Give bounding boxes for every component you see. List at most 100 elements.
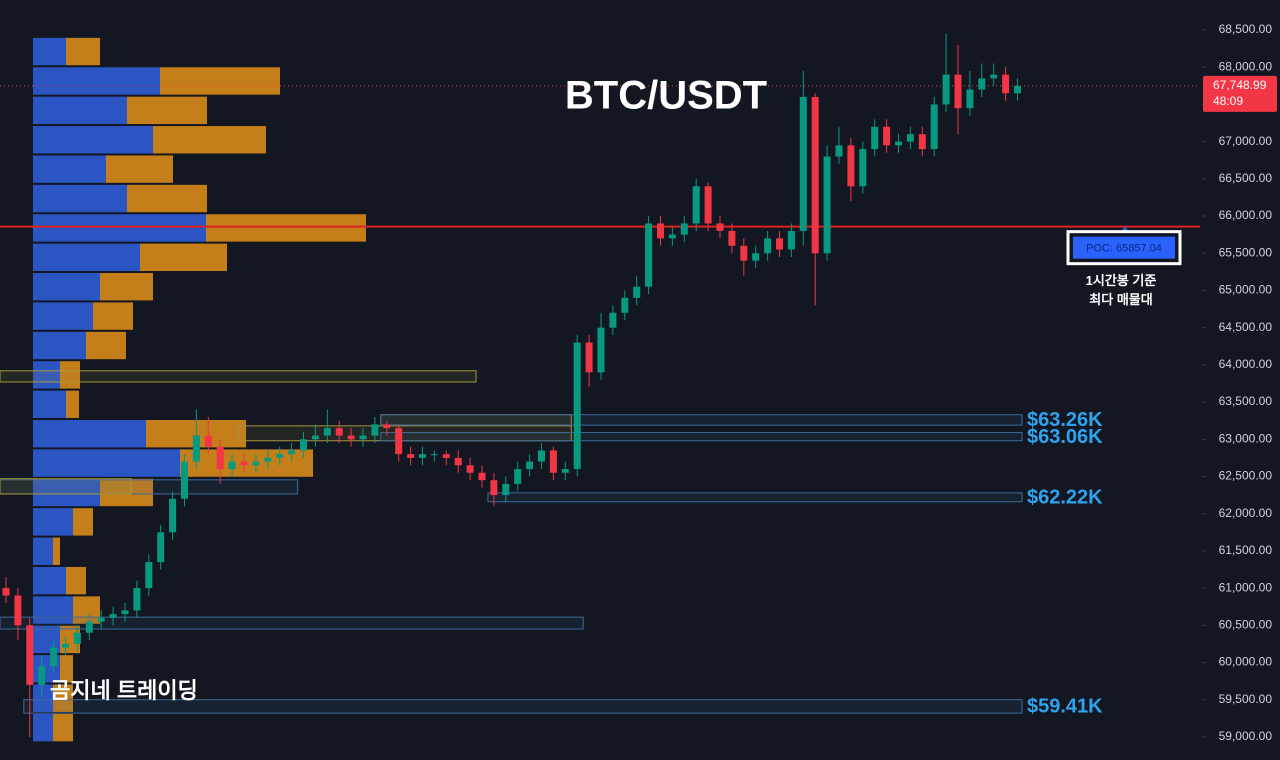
zone-box [0,478,132,495]
last-price-label: 67,748.99 [1213,78,1267,92]
profile-buy-bar [33,596,73,624]
candle-body [395,428,403,455]
watermark: 곰지네 트레이딩 [50,678,198,703]
profile-buy-bar [33,361,60,389]
profile-buy-bar [33,96,127,125]
chart-title: BTC/USDT [565,74,767,118]
candle-body [538,450,545,462]
candle-body [216,446,224,470]
candle-body [740,245,748,261]
candle-body [228,461,236,470]
candle-body [288,450,296,455]
poc-note: 최다 매물대 [1089,292,1152,307]
candle-body [1002,74,1010,94]
candle-body [954,74,962,109]
profile-sell-bar [100,478,153,507]
candle-body [454,457,462,466]
last-price-tag [1203,75,1277,112]
candle-body [883,126,891,146]
candle-body [300,439,307,451]
candle-body [359,435,367,440]
candle-body [169,498,177,533]
candle-body [585,342,593,373]
candle-body [371,424,379,436]
candle-body [835,145,843,157]
profile-buy-bar [33,390,66,418]
candle-body [276,454,284,458]
candle-body [633,286,641,298]
zone-box [487,492,1023,503]
candle-body [442,454,450,458]
candle-body [716,223,724,231]
zone-label: $62.22K [1027,487,1103,509]
profile-sell-bar [140,243,227,272]
y-tick-label: 64,000.00 [1219,357,1273,371]
candle-body [680,223,688,235]
candle-body [14,595,22,626]
zone-box [0,479,299,495]
candle-body [526,461,534,470]
profile-sell-bar [73,596,100,624]
candle-body [62,643,69,648]
profile-sell-bar [60,655,73,683]
profile-buy-bar [33,37,66,66]
candle-body [704,186,712,224]
candle-body [109,614,117,618]
candle-body [2,588,10,596]
candle-body [85,621,93,633]
profile-buy-bar [33,155,106,183]
profile-buy-bar [33,273,100,301]
profile-sell-bar [66,37,100,66]
profile-buy-bar [33,302,93,330]
profile-buy-bar [33,449,180,477]
poc-label-box [1073,236,1175,259]
candle-body [514,469,522,484]
candle-body [26,625,34,685]
candle-body [240,461,248,466]
candle-body [776,238,783,250]
poc-note: 1시간봉 기준 [1086,273,1157,288]
candle-body [859,149,867,187]
candle-body [895,141,902,146]
zones: $63.26K$63.06K $62.22K $59.41K [0,370,1103,718]
zone-box [0,616,584,630]
candle-body [728,230,736,246]
profile-buy-bar [33,331,86,360]
zone-box [380,432,1023,442]
candle-body [668,234,676,239]
candle-body [692,186,700,224]
candle-body [787,230,795,250]
candle-body [918,134,926,150]
profile-sell-bar [73,508,93,536]
profile-sell-bar [206,214,366,242]
profile-buy-bar [33,566,66,595]
profile-sell-bar [86,331,126,360]
candle-body [311,435,319,440]
candle-body [657,223,664,239]
candle-body [764,238,772,254]
profile-buy-bar [33,67,160,95]
candle-body [407,454,415,458]
candle-body [561,469,569,473]
profile-sell-bar [100,273,153,301]
y-tick-label: 59,500.00 [1219,692,1273,706]
candle-body [252,461,260,466]
candle-body [73,632,81,644]
candle-body [347,435,355,440]
candle-body [549,450,557,473]
y-tick-label: 64,500.00 [1219,320,1273,334]
candle-body [383,424,391,429]
candle-body [645,223,653,287]
y-tick-label: 66,000.00 [1219,208,1273,222]
profile-buy-bar [33,126,153,154]
candle-body [478,472,486,481]
candle-body [121,610,129,615]
zone-box [0,370,477,383]
y-tick-label: 61,000.00 [1219,580,1273,594]
poc-label-frame [1066,230,1182,266]
profile-buy-bar [33,243,140,272]
profile-buy-bar [33,713,53,742]
candle-body [335,428,343,436]
zone-label: $59.41K [1027,696,1103,718]
